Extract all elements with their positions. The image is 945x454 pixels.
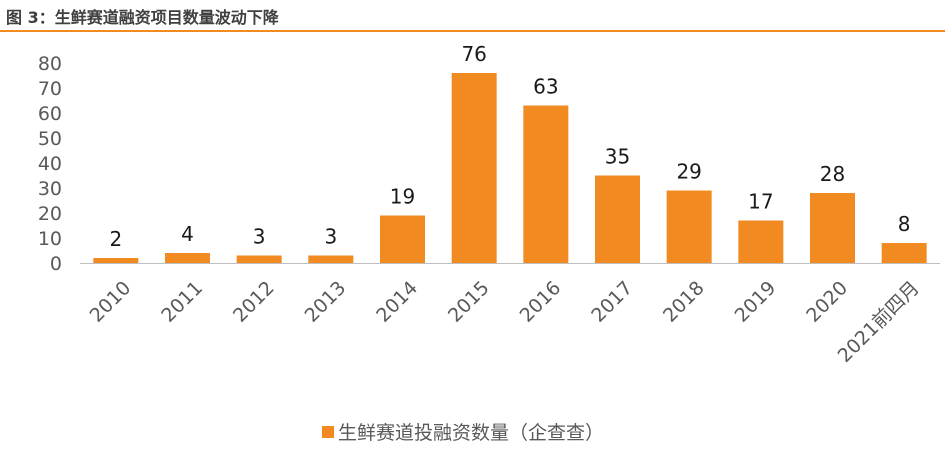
bar bbox=[523, 105, 569, 263]
x-axis: 2010 2011 2012 2013 2014 2015 2016 2017 2018 2019… bbox=[80, 263, 940, 367]
bar bbox=[810, 193, 855, 263]
x-tick-label: 2010 bbox=[86, 277, 136, 327]
data-label: 28 bbox=[820, 162, 845, 186]
legend-label: 生鲜赛道投融资数量（企查查） bbox=[338, 422, 605, 444]
y-axis: 0 10 20 30 40 50 60 70 80 bbox=[38, 53, 62, 275]
bar bbox=[236, 255, 282, 263]
data-label: 3 bbox=[324, 225, 337, 249]
bar bbox=[308, 255, 354, 263]
x-tick-label: 2020 bbox=[802, 277, 852, 327]
bar bbox=[666, 190, 712, 263]
chart-legend: 生鲜赛道投融资数量（企查查） bbox=[322, 418, 604, 445]
y-tick-label: 40 bbox=[38, 153, 62, 175]
data-label: 19 bbox=[390, 185, 415, 209]
bar bbox=[595, 175, 640, 263]
bars: 2 4 3 3 19 76 63 35 29 17 28 8 bbox=[93, 42, 927, 263]
x-tick-label: 2013 bbox=[301, 277, 351, 327]
bar bbox=[881, 243, 927, 263]
x-tick-label: 2014 bbox=[372, 277, 422, 327]
data-label: 8 bbox=[898, 212, 911, 236]
data-label: 76 bbox=[461, 42, 486, 66]
y-tick-label: 80 bbox=[38, 53, 62, 75]
y-tick-label: 70 bbox=[38, 78, 62, 100]
bar bbox=[165, 253, 210, 263]
y-tick-label: 20 bbox=[38, 203, 62, 225]
y-tick-label: 30 bbox=[38, 178, 62, 200]
x-tick-label: 2012 bbox=[229, 277, 279, 327]
figure-title: 图 3：生鲜赛道融资项目数量波动下降 bbox=[6, 8, 279, 27]
legend-swatch bbox=[322, 425, 334, 438]
data-label: 2 bbox=[109, 227, 122, 251]
data-label: 4 bbox=[181, 222, 194, 246]
x-tick-label: 2018 bbox=[659, 277, 709, 327]
title-divider bbox=[0, 30, 945, 32]
data-label: 63 bbox=[533, 75, 558, 99]
x-tick-label: 2019 bbox=[731, 277, 781, 327]
y-tick-label: 0 bbox=[50, 253, 62, 275]
data-label: 35 bbox=[605, 145, 630, 169]
data-label: 29 bbox=[676, 160, 701, 184]
y-tick-label: 10 bbox=[38, 228, 62, 250]
bar bbox=[738, 220, 784, 263]
y-tick-label: 60 bbox=[38, 103, 62, 125]
bar bbox=[93, 258, 139, 263]
x-tick-label: 2011 bbox=[157, 277, 207, 327]
x-tick-label: 2017 bbox=[587, 277, 637, 327]
bar bbox=[451, 73, 497, 263]
bar bbox=[380, 215, 425, 263]
x-tick-label: 2015 bbox=[444, 277, 494, 327]
x-tick-label: 2016 bbox=[516, 277, 566, 327]
data-label: 17 bbox=[748, 190, 773, 214]
data-label: 3 bbox=[253, 225, 266, 249]
y-tick-label: 50 bbox=[38, 128, 62, 150]
